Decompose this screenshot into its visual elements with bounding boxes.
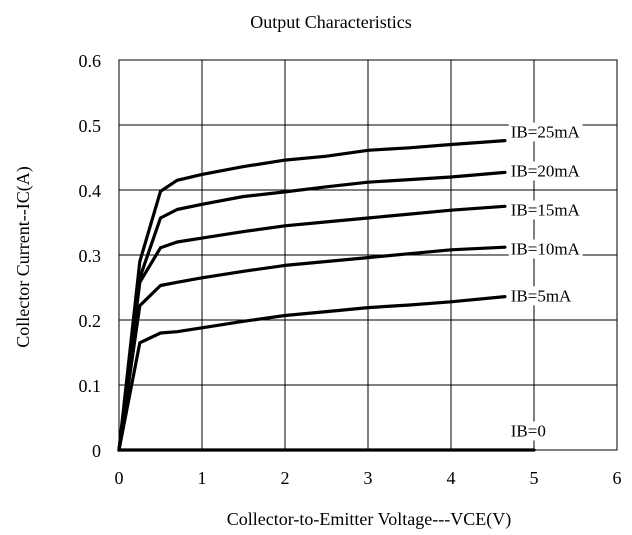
y-tick-label: 0.6 bbox=[79, 51, 102, 71]
y-axis-label: Collector Current--IC(A) bbox=[13, 166, 34, 347]
x-axis-label: Collector-to-Emitter Voltage---VCE(V) bbox=[227, 509, 511, 530]
x-tick-label: 0 bbox=[115, 468, 124, 488]
series-label: IB=20mA bbox=[511, 162, 581, 181]
chart-title: Output Characteristics bbox=[250, 12, 411, 32]
y-axis-ticks: 0 0.1 0.2 0.3 0.4 0.5 0.6 bbox=[79, 51, 102, 461]
series-label-background bbox=[508, 239, 583, 259]
series-label: IB=0 bbox=[511, 422, 546, 441]
y-tick-label: 0.4 bbox=[79, 181, 102, 201]
y-tick-label: 0.2 bbox=[79, 311, 102, 331]
series-label: IB=10mA bbox=[511, 240, 581, 259]
x-tick-label: 2 bbox=[281, 468, 290, 488]
x-axis-ticks: 0 1 2 3 4 5 6 bbox=[115, 468, 622, 488]
series-label: IB=15mA bbox=[511, 201, 581, 220]
series-lines bbox=[117, 139, 536, 452]
x-tick-label: 5 bbox=[530, 468, 539, 488]
x-tick-label: 6 bbox=[613, 468, 622, 488]
y-tick-label: 0.1 bbox=[79, 376, 102, 396]
x-tick-label: 1 bbox=[198, 468, 207, 488]
series-label-background bbox=[508, 200, 583, 220]
x-tick-label: 4 bbox=[447, 468, 456, 488]
series-line bbox=[117, 204, 507, 452]
series-label-background bbox=[508, 161, 583, 181]
y-tick-label: 0 bbox=[92, 441, 101, 461]
series-line bbox=[117, 170, 507, 452]
series-label-background bbox=[508, 286, 575, 306]
x-tick-label: 3 bbox=[364, 468, 373, 488]
y-tick-label: 0.5 bbox=[79, 116, 102, 136]
series-label-background bbox=[508, 421, 548, 441]
series-line bbox=[117, 295, 507, 452]
series-line bbox=[117, 245, 507, 452]
series-label: IB=5mA bbox=[511, 286, 572, 305]
y-tick-label: 0.3 bbox=[79, 246, 102, 266]
series-labels: IB=25mA IB=20mA IB=15mA IB=10mA IB=5mA IB=0 bbox=[508, 122, 583, 441]
series-label: IB=25mA bbox=[511, 123, 581, 142]
series-label-background bbox=[508, 122, 583, 142]
series-line bbox=[117, 139, 507, 452]
